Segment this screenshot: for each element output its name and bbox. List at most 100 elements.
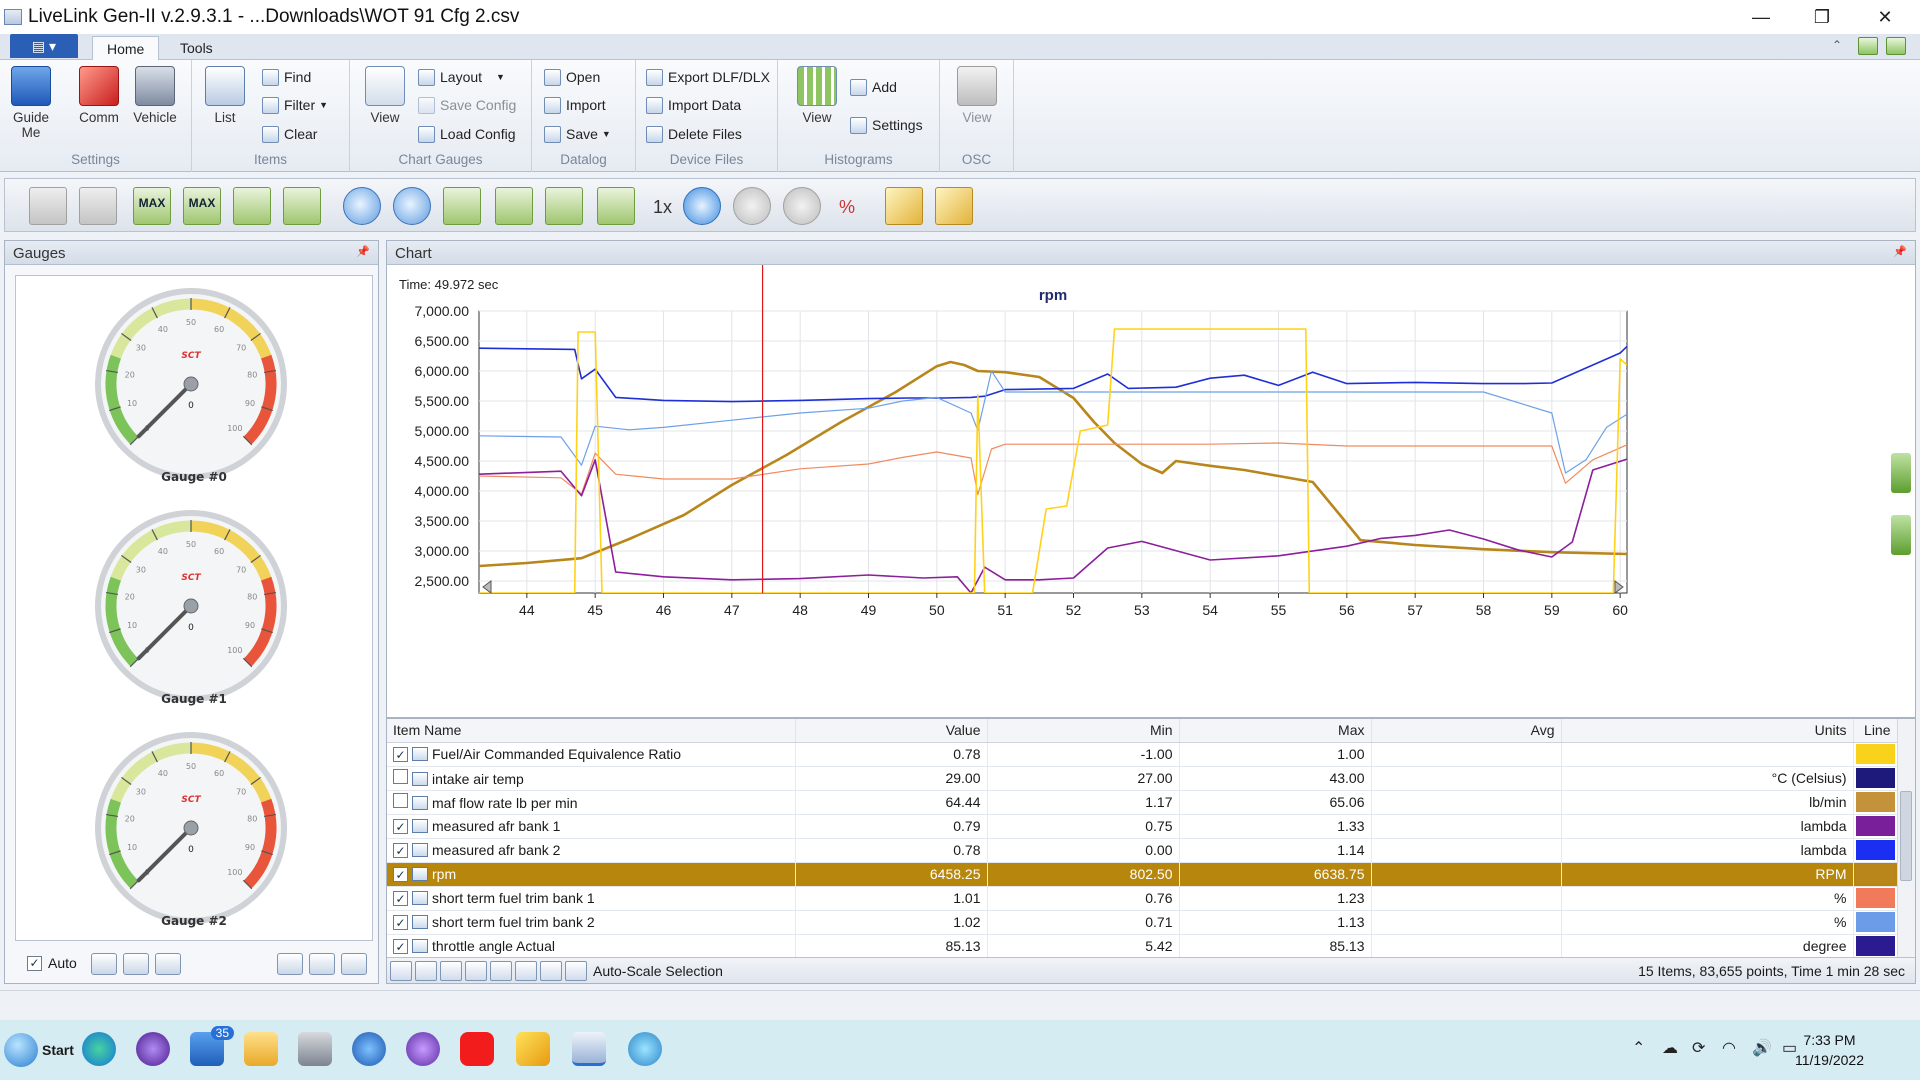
pin-icon[interactable]: 📌 bbox=[1893, 246, 1907, 258]
firefox-icon[interactable] bbox=[352, 1032, 386, 1066]
file-explorer-icon[interactable] bbox=[244, 1032, 278, 1066]
sync-icon[interactable]: ⟳ bbox=[1692, 1040, 1706, 1057]
pan-right-icon[interactable] bbox=[597, 187, 635, 225]
gauge-open-icon[interactable] bbox=[309, 953, 335, 975]
tray-chevron-up-icon[interactable]: ⌃ bbox=[1632, 1040, 1646, 1057]
osc-view-button[interactable]: View bbox=[950, 66, 1004, 125]
cell-line-color[interactable] bbox=[1853, 838, 1898, 863]
max-selected-icon[interactable]: MAX bbox=[183, 187, 221, 225]
export-dlf-button[interactable]: Export DLF/DLX bbox=[646, 66, 770, 88]
item-checkbox[interactable]: ✓ bbox=[393, 939, 408, 955]
fit-vertical-icon[interactable] bbox=[495, 187, 533, 225]
import-data-button[interactable]: Import Data bbox=[646, 94, 741, 116]
scale-down-icon[interactable] bbox=[283, 187, 321, 225]
mail-icon[interactable]: 35 bbox=[190, 1026, 234, 1066]
list-button[interactable]: List bbox=[198, 66, 252, 125]
table-row[interactable]: intake air temp 29.00 27.00 43.00 °C (Celsiu… bbox=[387, 766, 1898, 791]
chart-print-icon[interactable] bbox=[79, 187, 117, 225]
network-app-icon[interactable] bbox=[628, 1032, 662, 1066]
table-row[interactable]: maf flow rate lb per min 64.44 1.17 65.06 lb… bbox=[387, 790, 1898, 815]
cell-line-color[interactable] bbox=[1853, 742, 1898, 767]
save-config-button[interactable]: Save Config bbox=[418, 94, 516, 116]
cell-item-name[interactable]: ✓ Fuel/Air Commanded Equivalence Ratio bbox=[387, 742, 796, 767]
histogram-settings-button[interactable]: Settings bbox=[850, 114, 923, 136]
tab-tools[interactable]: Tools bbox=[180, 40, 213, 56]
cell-item-name[interactable]: ✓ throttle angle Actual bbox=[387, 934, 796, 959]
max-all-icon[interactable]: MAX bbox=[133, 187, 171, 225]
vehicle-button[interactable]: Vehicle bbox=[128, 66, 182, 125]
playback-speed[interactable]: 1x bbox=[653, 197, 673, 217]
gauge-refresh-icon[interactable] bbox=[341, 953, 367, 975]
clear-button[interactable]: Clear bbox=[262, 123, 317, 145]
collapse-ribbon-icon[interactable]: ⌃ bbox=[1832, 38, 1843, 52]
gauge-save-icon[interactable] bbox=[277, 953, 303, 975]
gauge-leds-icon[interactable] bbox=[155, 953, 181, 975]
column-max[interactable]: Max bbox=[1179, 719, 1372, 743]
cell-item-name[interactable]: ✓ short term fuel trim bank 2 bbox=[387, 910, 796, 935]
column-avg[interactable]: Avg bbox=[1371, 719, 1562, 743]
scale-up-icon[interactable] bbox=[233, 187, 271, 225]
flash-app-icon[interactable] bbox=[516, 1032, 550, 1066]
livelink-taskbar-icon[interactable] bbox=[572, 1032, 606, 1066]
table-row[interactable]: ✓ Fuel/Air Commanded Equivalence Ratio 0.7… bbox=[387, 742, 1898, 767]
annotate-right-icon[interactable] bbox=[935, 187, 973, 225]
cell-line-color[interactable] bbox=[1853, 910, 1898, 935]
chat-app-icon[interactable] bbox=[406, 1032, 440, 1066]
pan-left-icon[interactable] bbox=[545, 187, 583, 225]
item-checkbox[interactable]: ✓ bbox=[393, 867, 408, 883]
pencil-clear-icon[interactable] bbox=[415, 960, 437, 981]
line-style-icon[interactable] bbox=[490, 960, 512, 981]
item-checkbox[interactable]: ✓ bbox=[393, 915, 408, 931]
cell-line-color[interactable] bbox=[1853, 934, 1898, 959]
cell-line-color[interactable] bbox=[1853, 790, 1898, 815]
column-item-name[interactable]: Item Name bbox=[387, 719, 796, 743]
cell-item-name[interactable]: ✓ measured afr bank 2 bbox=[387, 838, 796, 863]
youtube-icon[interactable] bbox=[460, 1032, 494, 1066]
scrollbar-thumb[interactable] bbox=[1900, 791, 1912, 881]
rpm-chart[interactable]: rpm 7,000.00 6,500.00 6,000.00 5,500.00 5,000… bbox=[387, 265, 1915, 717]
cell-line-color[interactable] bbox=[1853, 766, 1898, 791]
update-icon[interactable] bbox=[1858, 37, 1878, 55]
histogram-add-button[interactable]: Add bbox=[850, 76, 897, 98]
annotate-left-icon[interactable] bbox=[885, 187, 923, 225]
text-style-icon[interactable] bbox=[540, 960, 562, 981]
table-row[interactable]: ✓ short term fuel trim bank 2 1.02 0.71 1.13… bbox=[387, 910, 1898, 935]
start-button[interactable]: Start bbox=[4, 1030, 74, 1070]
find-button[interactable]: Find bbox=[262, 66, 311, 88]
item-checkbox[interactable] bbox=[393, 769, 408, 784]
cell-line-color[interactable] bbox=[1853, 862, 1898, 887]
cell-item-name[interactable]: intake air temp bbox=[387, 766, 796, 791]
edge-browser-icon[interactable] bbox=[82, 1032, 116, 1066]
item-checkbox[interactable] bbox=[393, 793, 408, 808]
column-line[interactable]: Line bbox=[1853, 719, 1898, 743]
gauge-digital-icon[interactable] bbox=[123, 953, 149, 975]
cell-item-name[interactable]: ✓ short term fuel trim bank 1 bbox=[387, 886, 796, 911]
volume-icon[interactable]: 🔊 bbox=[1752, 1040, 1772, 1057]
filter-button[interactable]: Filter ▼ bbox=[262, 94, 328, 116]
cell-line-color[interactable] bbox=[1853, 886, 1898, 911]
item-checkbox[interactable]: ✓ bbox=[393, 819, 408, 835]
calculator-icon[interactable] bbox=[298, 1032, 332, 1066]
column-value[interactable]: Value bbox=[795, 719, 988, 743]
item-checkbox[interactable]: ✓ bbox=[393, 891, 408, 907]
cell-item-name[interactable]: maf flow rate lb per min bbox=[387, 790, 796, 815]
item-checkbox[interactable]: ✓ bbox=[393, 843, 408, 859]
grid-vertical-scrollbar[interactable] bbox=[1897, 719, 1915, 959]
close-button[interactable]: ✕ bbox=[1877, 6, 1893, 27]
save-datalog-button[interactable]: Save ▼ bbox=[544, 123, 611, 145]
gauge-add-icon[interactable] bbox=[91, 953, 117, 975]
column-units[interactable]: Units bbox=[1561, 719, 1854, 743]
percent-menu[interactable]: % bbox=[839, 197, 856, 217]
comm-button[interactable]: Comm bbox=[72, 66, 126, 125]
battery-icon[interactable]: ▭ bbox=[1782, 1040, 1798, 1057]
table-row[interactable]: ✓ measured afr bank 1 0.79 0.75 1.33 lambda bbox=[387, 814, 1898, 839]
delete-files-button[interactable]: Delete Files bbox=[646, 123, 742, 145]
column-min[interactable]: Min bbox=[987, 719, 1180, 743]
pencil-edit-icon[interactable] bbox=[390, 960, 412, 981]
table-row[interactable]: ✓ measured afr bank 2 0.78 0.00 1.14 lambda bbox=[387, 838, 1898, 863]
media-app-icon[interactable] bbox=[136, 1032, 170, 1066]
onedrive-cloud-icon[interactable]: ☁ bbox=[1662, 1040, 1678, 1057]
scroll-down-arrow-icon[interactable] bbox=[1891, 515, 1911, 555]
